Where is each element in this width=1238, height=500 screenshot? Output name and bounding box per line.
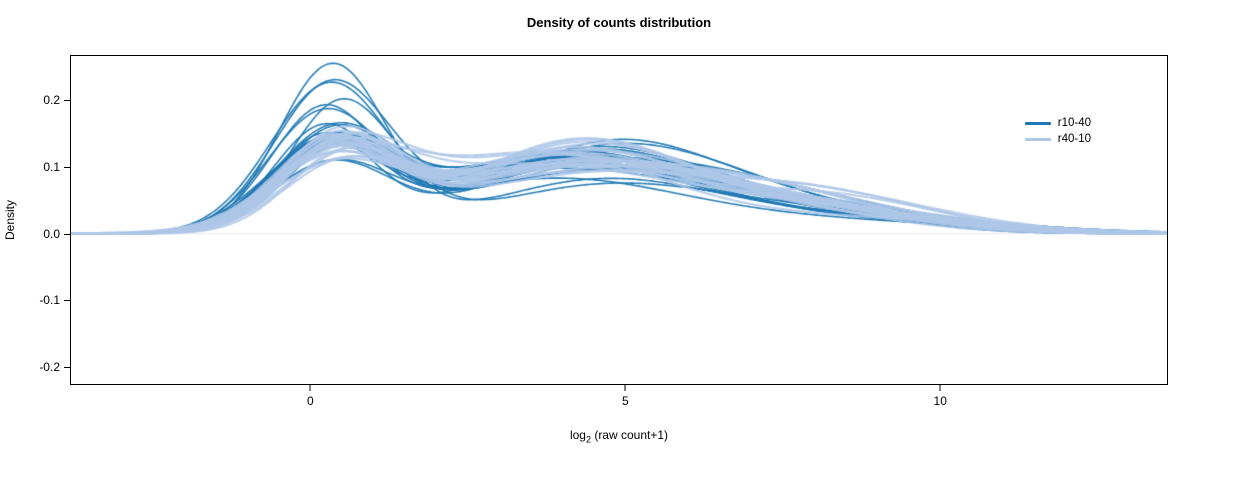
legend: r10-40 r40-10: [1024, 117, 1091, 146]
legend-entry: r40-10: [1024, 133, 1091, 146]
x-axis-label: log2 (raw count+1): [70, 428, 1168, 444]
x-tick-label: 5: [621, 394, 629, 408]
chart-title: Density of counts distribution: [526, 15, 712, 30]
y-tick-label: -0.2: [39, 360, 60, 375]
y-tick-label: 0.1: [43, 159, 60, 174]
legend-entry: r10-40: [1024, 117, 1091, 130]
density-curves-canvas: [71, 56, 1167, 384]
y-tick: [64, 100, 70, 102]
x-tick: [624, 385, 626, 391]
y-tick: [64, 300, 70, 302]
x-axis-label-suffix: (raw count+1): [590, 428, 669, 442]
legend-line-sample: [1024, 122, 1051, 125]
y-tick: [64, 166, 70, 168]
y-tick: [64, 367, 70, 369]
y-tick-label: 0.2: [43, 93, 60, 108]
x-tick-label: 0: [307, 394, 314, 408]
y-tick-label: -0.1: [39, 293, 60, 308]
x-tick: [309, 385, 311, 391]
y-axis-label-text: Density: [3, 199, 18, 241]
x-tick-label: 10: [933, 394, 947, 408]
x-axis-label-subscript: 2: [585, 434, 591, 445]
legend-line-sample: [1024, 138, 1051, 141]
legend-label: r10-40: [1057, 117, 1091, 129]
y-axis-label: Density: [2, 55, 18, 385]
y-tick: [64, 233, 70, 235]
y-tick-label: 0.0: [43, 226, 60, 241]
x-axis-label-prefix: log: [569, 428, 586, 442]
legend-label: r40-10: [1057, 133, 1091, 145]
x-tick: [939, 385, 941, 391]
plot-area: r10-40 r40-10: [70, 55, 1168, 385]
